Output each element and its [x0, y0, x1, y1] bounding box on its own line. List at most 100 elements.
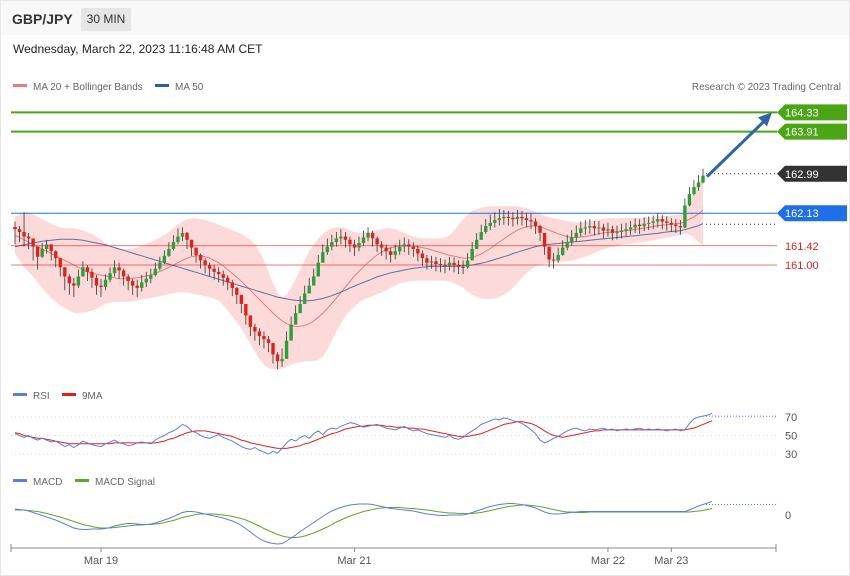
- candle-body: [257, 331, 262, 337]
- candle-body: [656, 219, 660, 222]
- candle-body: [696, 182, 701, 188]
- forecast-arrow: [705, 112, 772, 178]
- target-tag: [777, 104, 847, 121]
- bollinger-band: [15, 175, 703, 370]
- legend-rsi: RSI: [33, 391, 50, 402]
- x-axis: Mar 19 Mar 21 Mar 22 Mar 23: [10, 544, 777, 567]
- candle-body: [262, 336, 266, 340]
- legend-macd: MACD: [33, 477, 62, 488]
- ma50-swatch: [155, 84, 169, 87]
- candle-body: [180, 232, 185, 237]
- last-price-label: 162.99: [785, 169, 819, 181]
- candle-body: [393, 251, 397, 255]
- legend-rsi-ma: 9MA: [82, 391, 103, 402]
- candle-body: [171, 242, 176, 249]
- candle-body: [144, 278, 148, 283]
- candle-body: [420, 253, 425, 259]
- macd-signal-swatch: [75, 479, 89, 482]
- forecast-arrow-shaft: [705, 118, 768, 178]
- candle-body: [438, 264, 443, 266]
- candle-body: [121, 270, 126, 277]
- candle-body: [108, 273, 112, 280]
- candle-body: [153, 268, 158, 276]
- candle-body: [176, 236, 180, 243]
- candle-body: [35, 246, 40, 257]
- candle-body: [185, 232, 189, 240]
- candle-body: [479, 232, 483, 240]
- candle-body: [687, 193, 692, 206]
- candle-body: [339, 236, 343, 239]
- price-levels: 164.33 163.91 162.99 162.13 161.42 161.00: [11, 104, 847, 272]
- candle-body: [416, 248, 420, 254]
- candle-body: [330, 242, 334, 247]
- candle-body: [76, 276, 81, 286]
- candle-body: [13, 226, 17, 230]
- candle-body: [203, 260, 207, 265]
- candle-body: [230, 282, 234, 288]
- candle-body: [334, 238, 339, 243]
- candle-body: [244, 303, 248, 316]
- candle-body: [321, 252, 325, 263]
- symbol-title: GBP/JPY: [12, 11, 73, 27]
- candle-body: [465, 260, 470, 268]
- credit-label: Research © 2023 Trading Central: [692, 82, 841, 93]
- support-label: 161.00: [785, 260, 819, 272]
- candle-body: [302, 293, 307, 304]
- candle-body: [99, 285, 103, 287]
- candle-body: [54, 251, 58, 259]
- candle-body: [551, 259, 556, 261]
- candle-body: [248, 315, 253, 327]
- candle-body: [452, 262, 456, 265]
- candle-body: [601, 227, 606, 231]
- macd-zero-tick: 0: [785, 510, 791, 522]
- candle-body: [583, 227, 588, 229]
- candle-body: [470, 248, 474, 261]
- candle-body: [316, 262, 320, 277]
- candle-body: [289, 324, 293, 341]
- macd-line: [14, 501, 713, 545]
- candle-body: [388, 251, 393, 255]
- macd-panel: 0: [14, 501, 791, 545]
- candle-body: [637, 224, 642, 227]
- candle-body: [579, 228, 583, 233]
- datetime-label: Wednesday, March 22, 2023 11:16:48 AM CE…: [13, 42, 263, 56]
- candle-body: [592, 226, 597, 229]
- candle-body: [266, 339, 271, 343]
- candle-body: [506, 216, 511, 218]
- candle-body: [425, 258, 429, 263]
- candle-body: [379, 244, 384, 248]
- x-tick-label: Mar 22: [591, 555, 625, 567]
- candle-body: [538, 226, 542, 233]
- support-label: 161.42: [785, 241, 819, 253]
- candle-body: [284, 340, 289, 359]
- candle-body: [307, 285, 311, 294]
- candle-body: [588, 226, 592, 228]
- candle-body: [162, 255, 167, 263]
- candle-body: [633, 224, 637, 228]
- candle-body: [447, 262, 452, 266]
- candle-body: [407, 244, 411, 247]
- candle-body: [298, 303, 302, 314]
- target-tag: [777, 123, 847, 140]
- candle-body: [352, 244, 357, 248]
- candle-body: [497, 218, 502, 221]
- candle-body: [398, 246, 402, 252]
- candle-body: [669, 222, 674, 225]
- candle-body: [547, 246, 551, 260]
- candle-body: [651, 221, 655, 223]
- candle-body: [126, 276, 130, 282]
- candle-body: [189, 239, 194, 248]
- candle-body: [597, 227, 601, 229]
- timeframe-badge[interactable]: 30 MIN: [81, 8, 131, 31]
- candle-body: [461, 266, 465, 268]
- candle-body: [44, 244, 49, 249]
- x-tick-label: Mar 19: [84, 555, 118, 567]
- candle-body: [40, 248, 44, 257]
- candle-body: [570, 237, 574, 243]
- candle-body: [515, 216, 520, 220]
- candle-body: [312, 276, 316, 286]
- candle-body: [253, 326, 257, 332]
- candle-body: [103, 279, 108, 287]
- candle-body: [343, 236, 348, 240]
